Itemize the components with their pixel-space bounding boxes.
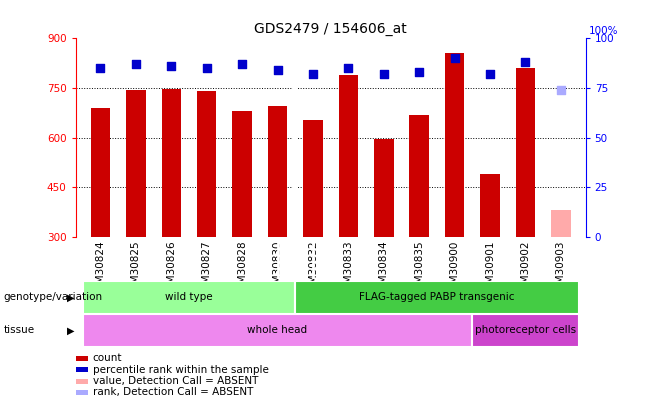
Bar bbox=[91, 108, 110, 237]
Bar bbox=[551, 211, 570, 237]
Text: FLAG-tagged PABP transgenic: FLAG-tagged PABP transgenic bbox=[359, 292, 515, 302]
Bar bbox=[295, 281, 578, 314]
Text: whole head: whole head bbox=[247, 326, 307, 335]
Bar bbox=[480, 174, 499, 237]
Point bbox=[485, 71, 495, 77]
Bar bbox=[472, 314, 578, 347]
Point bbox=[343, 65, 353, 71]
Bar bbox=[83, 281, 295, 314]
Text: tissue: tissue bbox=[3, 326, 34, 335]
Text: rank, Detection Call = ABSENT: rank, Detection Call = ABSENT bbox=[93, 388, 253, 397]
Text: percentile rank within the sample: percentile rank within the sample bbox=[93, 365, 268, 375]
Text: GSM30828: GSM30828 bbox=[237, 240, 247, 297]
Text: genotype/variation: genotype/variation bbox=[3, 292, 103, 302]
Bar bbox=[162, 89, 181, 237]
Text: 100%: 100% bbox=[588, 26, 618, 36]
Text: value, Detection Call = ABSENT: value, Detection Call = ABSENT bbox=[93, 376, 258, 386]
Point bbox=[237, 61, 247, 68]
Point bbox=[520, 59, 531, 66]
Text: GSM30830: GSM30830 bbox=[272, 240, 282, 297]
Point bbox=[166, 63, 176, 70]
Text: GSM30824: GSM30824 bbox=[95, 240, 105, 297]
Text: GSM30835: GSM30835 bbox=[414, 240, 424, 297]
Point bbox=[555, 87, 566, 93]
Text: GSM30900: GSM30900 bbox=[449, 240, 459, 297]
Bar bbox=[197, 92, 216, 237]
Text: ▶: ▶ bbox=[67, 326, 75, 335]
Point bbox=[201, 65, 212, 71]
Point bbox=[95, 65, 106, 71]
Bar bbox=[303, 119, 322, 237]
Point bbox=[449, 55, 460, 62]
Point bbox=[130, 61, 141, 68]
Bar bbox=[516, 68, 535, 237]
Text: GSM30825: GSM30825 bbox=[131, 240, 141, 297]
Point bbox=[378, 71, 389, 77]
Bar bbox=[126, 90, 145, 237]
Text: GSM30833: GSM30833 bbox=[343, 240, 353, 297]
Bar bbox=[268, 106, 288, 237]
Point bbox=[272, 67, 283, 73]
Point bbox=[308, 71, 318, 77]
Text: GSM30901: GSM30901 bbox=[485, 240, 495, 297]
Bar bbox=[339, 75, 358, 237]
Text: GSM30827: GSM30827 bbox=[202, 240, 212, 297]
Text: count: count bbox=[93, 354, 122, 363]
Bar bbox=[445, 53, 465, 237]
Text: photoreceptor cells: photoreceptor cells bbox=[475, 326, 576, 335]
Title: GDS2479 / 154606_at: GDS2479 / 154606_at bbox=[254, 22, 407, 36]
Point bbox=[414, 69, 424, 75]
Bar bbox=[232, 111, 252, 237]
Text: GSM30903: GSM30903 bbox=[556, 240, 566, 297]
Text: wild type: wild type bbox=[165, 292, 213, 302]
Text: GSM30902: GSM30902 bbox=[520, 240, 530, 297]
Bar bbox=[83, 314, 472, 347]
Bar bbox=[374, 139, 393, 237]
Bar bbox=[409, 115, 429, 237]
Text: GSM30832: GSM30832 bbox=[308, 240, 318, 297]
Text: GSM30826: GSM30826 bbox=[166, 240, 176, 297]
Text: GSM30834: GSM30834 bbox=[379, 240, 389, 297]
Text: ▶: ▶ bbox=[67, 292, 75, 302]
